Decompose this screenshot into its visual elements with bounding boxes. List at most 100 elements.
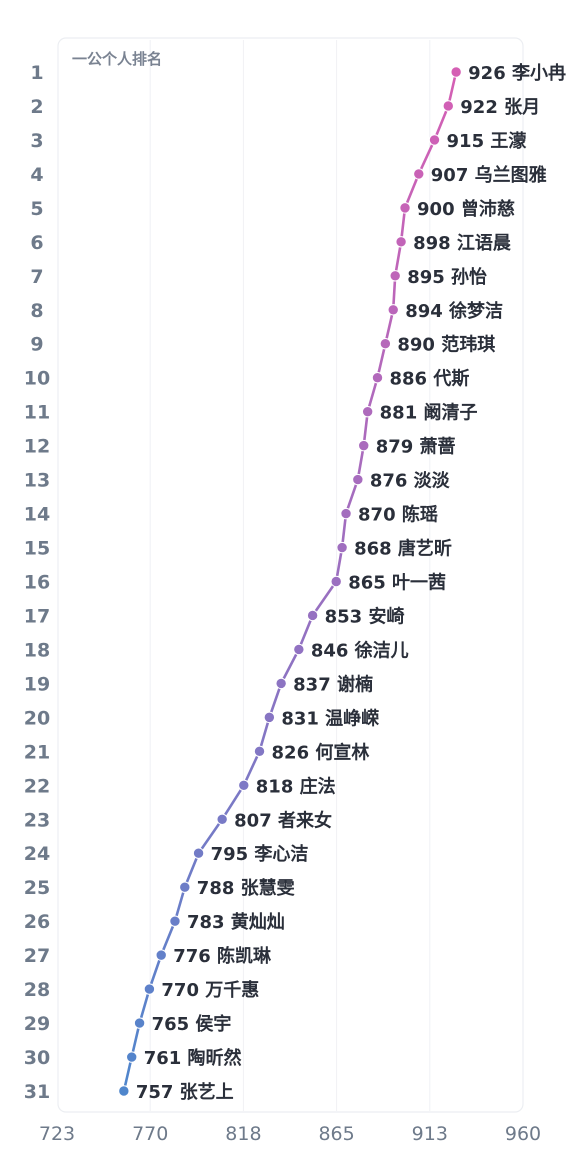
rank-label: 11 [24,402,50,424]
data-label: 895 孙怡 [407,266,487,288]
data-label: 881 阚清子 [380,402,478,424]
data-label: 776 陈凯琳 [173,945,272,967]
rank-label: 4 [30,164,43,186]
rank-label: 15 [24,538,50,560]
data-label: 788 张慧雯 [197,877,295,899]
data-label: 922 张月 [460,97,540,118]
data-label: 770 万千惠 [161,980,259,1001]
chart-title: 一公个人排名 [72,50,162,68]
x-tick-label: 818 [225,1123,261,1145]
data-label: 868 唐艺昕 [354,538,452,560]
rank-label: 13 [24,470,50,492]
data-label: 886 代斯 [389,368,469,390]
rank-label: 22 [24,775,50,797]
rank-label: 5 [30,198,43,220]
data-point [450,66,462,78]
data-label: 818 庄法 [256,775,336,797]
data-point [371,372,384,384]
data-label: 807 者来女 [234,809,332,831]
data-label: 795 李心洁 [211,843,309,865]
data-label: 926 李小冉 [468,62,566,84]
data-point [389,270,401,282]
rank-label: 21 [24,741,50,763]
data-point [216,813,228,825]
rank-label: 6 [30,232,43,254]
x-tick-label: 723 [39,1123,75,1145]
rank-label: 30 [24,1047,50,1069]
data-point [118,1085,130,1097]
x-tick-label: 865 [318,1123,354,1145]
data-point [428,134,441,146]
plot-area-frame [57,37,524,1113]
data-point [133,1017,146,1029]
x-axis-ticks: 723 770 818 865 913 960 [39,1123,541,1145]
data-point [253,745,266,758]
rank-label: 24 [24,843,50,865]
data-point [126,1051,138,1063]
data-point [330,575,342,588]
data-point [306,609,319,622]
data-label: 761 陶昕然 [144,1047,242,1069]
rank-label: 2 [30,96,43,118]
data-point [413,168,425,180]
data-label: 865 叶一茜 [348,572,446,594]
x-tick-label: 770 [132,1123,168,1145]
rank-label: 17 [24,605,50,627]
data-label: 765 侯宇 [152,1013,232,1035]
data-point [379,338,392,350]
data-point [336,541,348,554]
data-label: 757 张艺上 [136,1081,234,1103]
data-point [361,405,374,418]
data-point [263,711,276,724]
data-point [352,473,364,486]
data-label: 894 徐梦洁 [405,300,503,322]
rank-label: 16 [24,572,50,594]
data-point [192,847,205,859]
rank-label: 29 [24,1013,50,1035]
data-point [399,202,411,214]
data-label: 870 陈瑶 [358,504,438,526]
data-point [442,100,454,112]
data-label: 826 何宣林 [272,741,370,763]
data-label: 900 曾沛慈 [417,198,515,220]
data-label: 907 乌兰图雅 [431,164,547,186]
data-label: 846 徐洁儿 [311,639,409,661]
rank-label: 1 [30,62,43,84]
data-point [179,881,191,893]
data-point [293,643,305,656]
rank-label: 8 [30,300,43,322]
rank-label: 9 [30,334,43,356]
rank-label: 28 [24,979,50,1001]
rank-label: 7 [30,266,43,288]
rank-label: 25 [24,877,50,899]
data-labels: 926 李小冉 922 张月 915 王濛 907 乌兰图雅 900 曾沛慈 898 江语… [136,62,566,1103]
rank-label: 19 [24,673,50,695]
data-point [395,236,407,248]
data-label: 831 温峥嵘 [281,707,379,729]
rank-label: 14 [24,504,50,526]
data-points [118,66,462,1097]
rank-label: 23 [24,809,50,831]
x-tick-label: 960 [505,1123,541,1145]
data-label: 898 江语晨 [413,233,512,254]
rank-label: 3 [30,130,43,152]
data-point [387,304,399,316]
data-point [155,949,167,961]
rank-label: 10 [24,368,50,390]
data-point [238,779,250,791]
rank-label: 31 [24,1081,50,1103]
data-label: 890 范玮琪 [397,334,495,356]
rank-labels: 1234567891011121314151617181920212223242… [24,62,50,1103]
rank-label: 26 [24,911,50,933]
data-label: 853 安崎 [325,605,405,627]
data-label: 915 王濛 [447,131,527,152]
data-label: 783 黄灿灿 [187,911,285,933]
x-tick-label: 913 [412,1123,448,1145]
data-label: 876 淡淡 [370,471,451,492]
data-label: 837 谢楠 [293,673,373,695]
data-point [340,507,352,520]
rank-label: 12 [24,436,50,458]
rank-label: 27 [24,945,50,967]
data-point [275,677,287,690]
